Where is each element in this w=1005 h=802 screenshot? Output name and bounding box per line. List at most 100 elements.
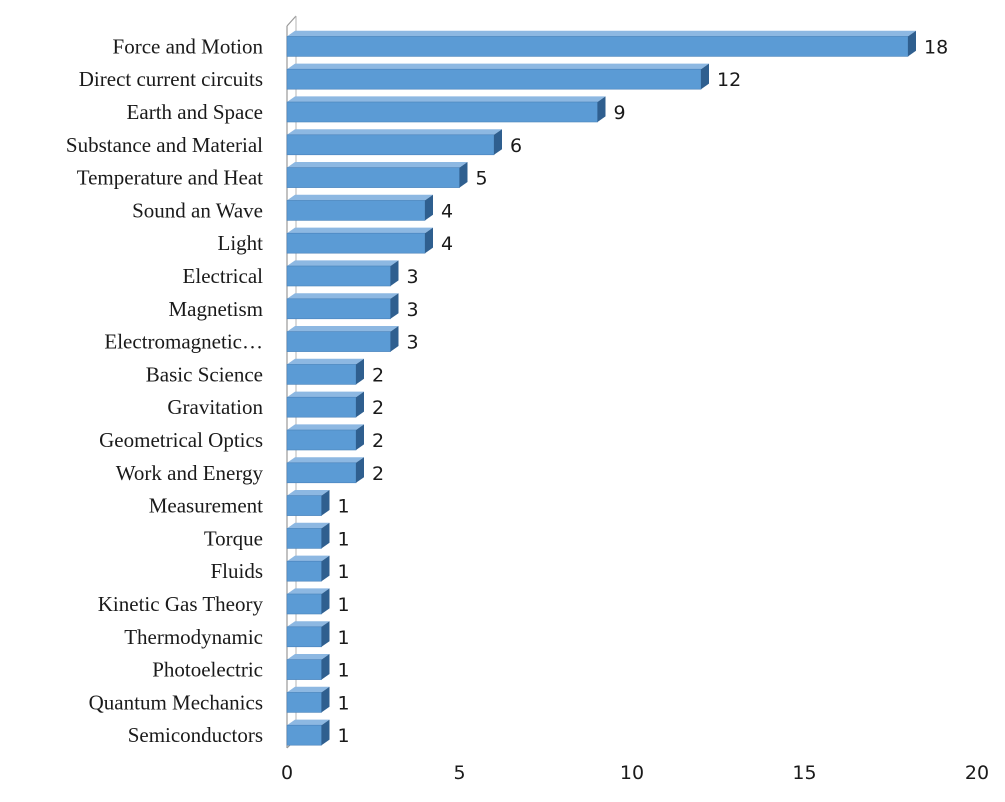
bar-top-face: [287, 522, 330, 529]
bar-front-face: [286, 724, 322, 746]
bar-front-face: [286, 429, 357, 451]
axis-depth-edge-top: [286, 15, 297, 27]
category-label: Work and Energy: [116, 461, 264, 485]
bar-side-face: [321, 555, 330, 582]
bar: [286, 293, 399, 320]
bar-side-face: [701, 63, 709, 90]
bar-side-face: [425, 194, 433, 221]
bar-side-face: [356, 358, 364, 385]
bar-top-face: [287, 490, 330, 496]
bar-side-face: [321, 490, 330, 516]
bar: [286, 326, 399, 352]
category-label: Sound an Wave: [132, 198, 263, 222]
bar-top-face: [287, 162, 468, 168]
bar-front-face: [286, 495, 322, 516]
bar-front-face: [286, 167, 460, 188]
bar-value-label: 1: [338, 528, 350, 550]
bar-top-face: [287, 326, 399, 332]
bar-side-face: [321, 522, 330, 549]
bar-value-label: 2: [372, 364, 384, 386]
bar-side-face: [321, 719, 330, 746]
category-label: Temperature and Heat: [77, 166, 263, 190]
x-tick-label: 5: [453, 762, 465, 784]
bar-side-face: [356, 457, 364, 483]
bar-value-label: 3: [407, 299, 419, 321]
bar-side-face: [321, 654, 330, 680]
bar-front-face: [286, 232, 426, 254]
bar-front-face: [286, 396, 357, 418]
bar-side-face: [425, 227, 433, 254]
bar-side-face: [321, 621, 330, 647]
bar-front-face: [286, 593, 322, 615]
bar: [286, 719, 330, 746]
bar: [286, 30, 916, 57]
bar-front-face: [286, 364, 357, 385]
bar-value-label: 1: [338, 660, 350, 682]
bar-side-face: [459, 162, 468, 188]
category-label: Semiconductors: [128, 723, 263, 747]
bar-top-face: [287, 260, 399, 266]
x-tick-label: 20: [965, 762, 989, 784]
bar-side-face: [321, 686, 330, 713]
bar-value-label: 2: [372, 397, 384, 419]
bar: [286, 588, 330, 615]
category-label: Light: [218, 231, 264, 255]
bar-side-face: [597, 96, 606, 122]
bar: [286, 490, 330, 516]
bar-value-label: 2: [372, 430, 384, 452]
bar: [286, 260, 399, 287]
category-label: Fluids: [210, 559, 263, 583]
category-label: Force and Motion: [113, 34, 264, 58]
bar-top-face: [287, 654, 330, 660]
category-label: Thermodynamic: [124, 625, 263, 649]
x-tick-label: 0: [281, 762, 293, 784]
category-label: Geometrical Optics: [99, 428, 263, 452]
bar-value-label: 6: [510, 135, 522, 157]
bar-top-face: [287, 129, 502, 135]
category-label: Gravitation: [167, 395, 263, 419]
category-label: Direct current circuits: [79, 67, 263, 91]
bar-side-face: [356, 424, 364, 450]
bar-value-label: 2: [372, 463, 384, 485]
bar-front-face: [286, 462, 357, 484]
bar-value-label: 12: [717, 69, 741, 91]
category-labels-group: Force and Motion Direct current circuits E…: [66, 34, 264, 747]
bar: [286, 654, 330, 680]
bar-front-face: [286, 298, 391, 320]
bar: [286, 686, 330, 713]
bar-value-label: 1: [338, 627, 350, 649]
category-label: Photoelectric: [152, 658, 263, 682]
bar-value-label: 1: [338, 594, 350, 616]
bar-front-face: [286, 265, 391, 287]
bar-top-face: [287, 457, 364, 463]
category-label: Kinetic Gas Theory: [98, 592, 264, 616]
bar-front-face: [286, 331, 391, 352]
bar-value-label: 18: [924, 36, 948, 58]
bar: [286, 555, 330, 582]
bar: [286, 457, 364, 484]
bar-value-label: 4: [441, 200, 453, 222]
bar-front-face: [286, 692, 322, 713]
bar-value-label: 1: [338, 561, 350, 583]
bar-top-face: [287, 358, 364, 365]
bar-front-face: [286, 528, 322, 549]
bar-value-label: 9: [614, 102, 626, 124]
bar: [286, 424, 364, 451]
bar-side-face: [908, 30, 916, 57]
bar-value-label: 5: [476, 168, 488, 190]
bar-top-face: [287, 96, 606, 102]
bar-front-face: [286, 200, 426, 221]
bar-top-face: [287, 227, 433, 234]
x-axis-ticks-group: 0 5 10 15 20: [281, 762, 989, 784]
x-tick-label: 15: [792, 762, 816, 784]
bar-top-face: [287, 391, 364, 398]
category-label: Quantum Mechanics: [89, 690, 263, 714]
bar-top-face: [287, 621, 330, 627]
bar-front-face: [286, 626, 322, 648]
category-label: Electrical: [183, 264, 264, 288]
bar-top-face: [287, 719, 330, 726]
bar-side-face: [390, 260, 399, 286]
bar-value-label: 3: [407, 332, 419, 354]
